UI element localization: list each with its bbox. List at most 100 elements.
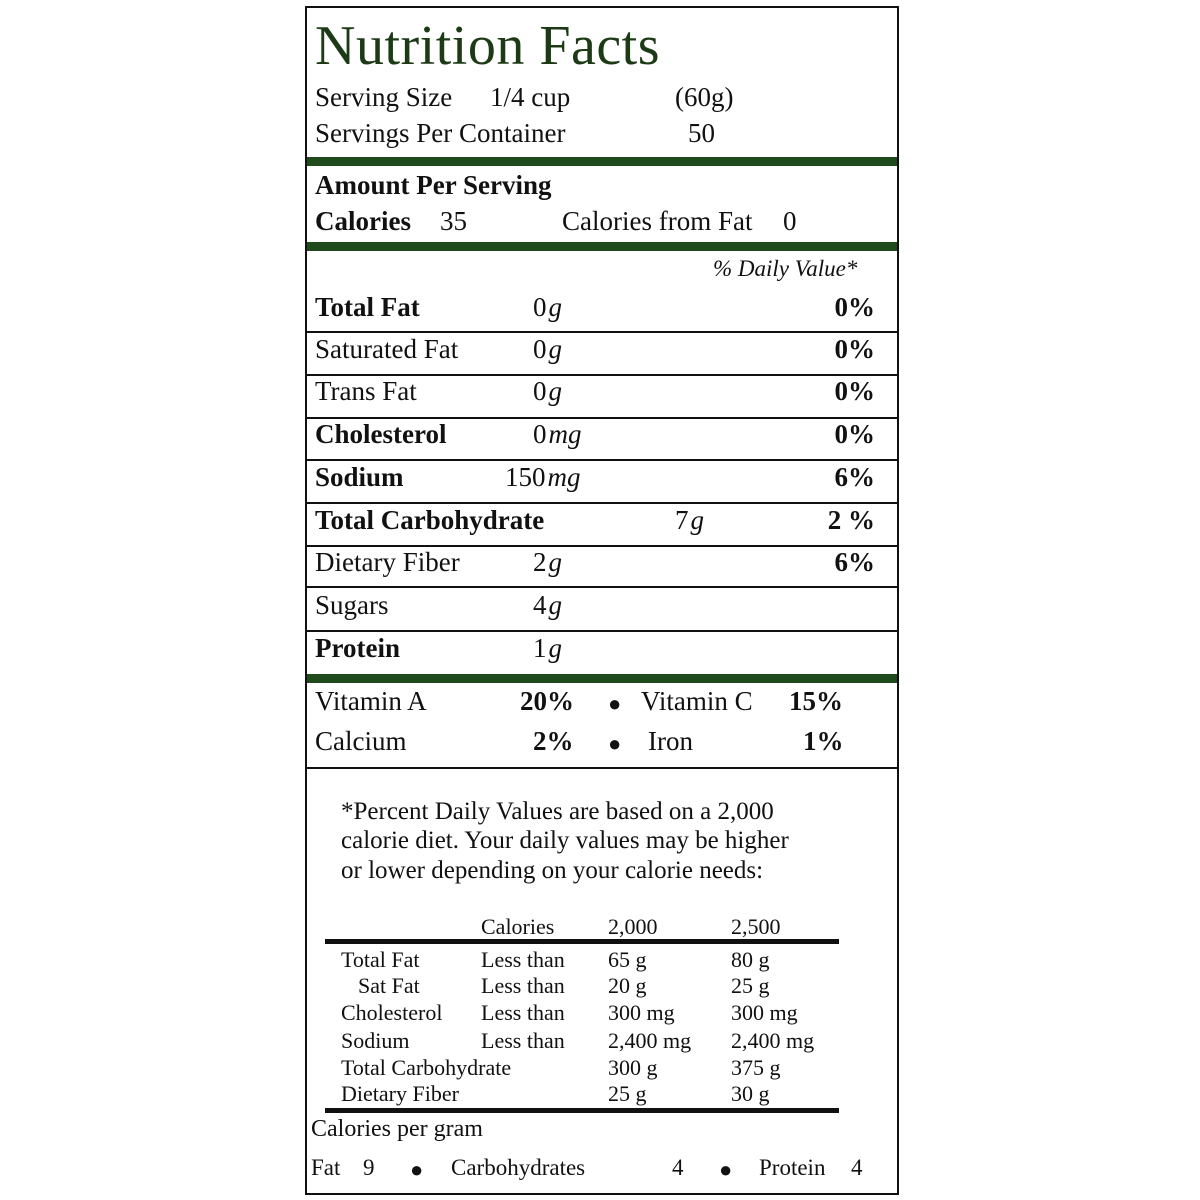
dv-table-row-condition: Less than [481,1028,565,1053]
nutrient-amount-number: 0 [533,376,547,406]
nutrient-amount-unit: g [548,547,563,577]
serving-size-grams: (60g) [675,82,734,112]
servings-per-container-label: Servings Per Container [315,118,566,148]
dv-table-row-value-2500: 25 g [731,973,770,998]
nutrient-amount-number: 0 [533,419,547,449]
divider [307,459,897,461]
nutrient-amount-number: 7 [675,505,689,535]
calcium-label: Calcium [315,726,407,756]
footnote-line-1: *Percent Daily Values are based on a 2,0… [341,798,774,825]
dv-table-row-value-2000: 2,400 mg [608,1028,692,1053]
nutrient-amount-unit: g [548,376,563,406]
divider [307,374,897,376]
carbs-per-gram-value: 4 [672,1155,684,1180]
dv-table-row-name: Sat Fat [358,973,420,998]
nutrient-amount: 1g [533,633,562,664]
nutrient-amount-unit: mg [547,462,581,492]
nutrient-name: Trans Fat [315,376,417,406]
divider [307,545,897,547]
footnote-line-3: or lower depending on your calorie needs… [341,857,764,884]
serving-size-value: 1/4 cup [490,82,571,112]
nutrient-name: Total Carbohydrate [315,505,545,535]
calories-value: 35 [440,206,467,236]
dv-table-row-condition: Less than [481,947,565,972]
dv-table-bottom-rule [325,1108,839,1113]
divider [307,417,897,419]
bullet-icon: ● [608,691,622,716]
bullet-icon: ● [410,1157,424,1182]
dv-table-row-value-2000: 65 g [608,947,647,972]
dv-table-top-rule [325,939,839,944]
dv-table-row-value-2000: 300 g [608,1055,658,1080]
nutrient-amount-number: 1 [533,633,547,663]
nutrient-name: Sodium [315,462,404,492]
iron-value: 1% [803,726,844,756]
dv-table-row-value-2500: 30 g [731,1081,770,1106]
nutrient-daily-value: 2 % [827,505,875,535]
divider [307,586,897,588]
divider [307,502,897,504]
vitamin-c-value: 15% [789,686,843,716]
nutrient-amount-number: 2 [533,547,547,577]
dv-table-row-value-2500: 375 g [731,1055,781,1080]
nutrient-daily-value: 0% [834,334,876,364]
dv-table-row-condition: Less than [481,1000,565,1025]
thick-divider-1 [307,157,897,166]
fat-per-gram-label: Fat [311,1155,341,1180]
calories-label: Calories [315,206,411,236]
label-title: Nutrition Facts [315,15,661,77]
nutrient-amount: 150mg [505,462,581,493]
nutrient-daily-value: 0% [834,376,876,406]
protein-per-gram-label: Protein [759,1155,826,1180]
nutrient-amount: 2g [533,547,562,578]
carbs-per-gram-label: Carbohydrates [451,1155,586,1180]
daily-value-header: % Daily Value* [713,256,858,281]
nutrient-name: Cholesterol [315,419,447,449]
dv-table-row-name: Total Fat [341,947,420,972]
divider [307,331,897,333]
servings-per-container-value: 50 [688,118,715,148]
nutrient-amount-number: 0 [533,334,547,364]
nutrient-name: Protein [315,633,400,663]
calories-from-fat-value: 0 [783,206,797,236]
nutrient-amount-unit: g [548,334,563,364]
protein-per-gram-value: 4 [851,1155,863,1180]
nutrient-amount-unit: g [548,590,563,620]
calories-from-fat-label: Calories from Fat [562,206,753,236]
vitamin-a-label: Vitamin A [315,686,427,716]
calcium-value: 2% [533,726,574,756]
dv-table-row-value-2000: 300 mg [608,1000,675,1025]
divider [307,767,897,769]
nutrient-amount: 7g [675,505,704,536]
dv-table-row-value-2500: 2,400 mg [731,1028,815,1053]
nutrition-label [305,6,899,1195]
nutrient-daily-value: 6% [834,462,876,492]
dv-table-row-value-2000: 20 g [608,973,647,998]
thick-divider-3 [307,674,897,683]
footnote-line-2: calorie diet. Your daily values may be h… [341,827,789,854]
amount-per-serving-header: Amount Per Serving [315,170,552,200]
dv-table-row-value-2000: 25 g [608,1081,647,1106]
nutrient-daily-value: 0% [834,419,876,449]
nutrient-amount-unit: g [548,292,563,322]
dv-table-row-name: Dietary Fiber [341,1081,459,1106]
dv-table-row-value-2500: 300 mg [731,1000,798,1025]
nutrient-amount: 0g [533,334,562,365]
nutrient-name: Dietary Fiber [315,547,460,577]
dv-table-row-name: Total Carbohydrate [341,1055,512,1080]
nutrient-amount: 0g [533,376,562,407]
nutrient-amount-unit: g [690,505,705,535]
dv-table-header-calories: Calories [481,914,555,939]
nutrient-name: Saturated Fat [315,334,459,364]
nutrient-daily-value: 0% [834,292,876,322]
serving-size-label: Serving Size [315,82,453,112]
vitamin-c-label: Vitamin C [641,686,753,716]
nutrient-amount-unit: g [548,633,563,663]
nutrient-amount: 0g [533,292,562,323]
nutrient-daily-value: 6% [834,547,876,577]
nutrient-amount-number: 150 [505,462,546,492]
dv-table-row-value-2500: 80 g [731,947,770,972]
nutrient-name: Total Fat [315,292,420,322]
dv-table-header-2500: 2,500 [731,914,781,939]
nutrient-name: Sugars [315,590,389,620]
